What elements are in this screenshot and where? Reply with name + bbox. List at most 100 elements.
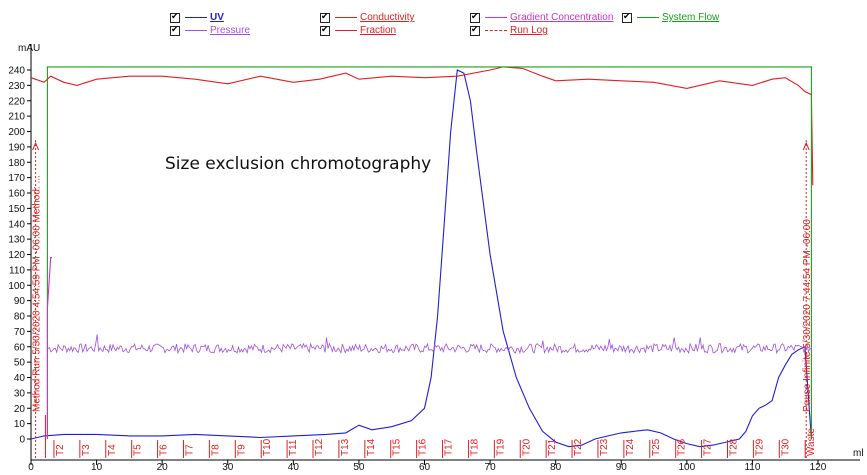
run-log-label: Pause Infinite 5/30/2020 7:44:54 PM -06:… [802,219,813,412]
legend-item-uv[interactable]: UV [170,11,224,24]
y-tick-label: 160 [8,189,25,200]
fraction-label: T17 [444,438,455,456]
legend: UV Conductivity Gradient Concentration Syst… [0,0,867,40]
y-tick-label: 10 [14,419,26,430]
y-tick-label: 200 [8,127,25,138]
fraction-label: T26 [677,438,688,456]
fraction-label: T28 [728,438,739,456]
fraction-label: T22 [573,438,584,456]
x-tick-label: 60 [419,462,431,473]
legend-swatch [637,17,659,18]
legend-label: Run Log [510,25,548,36]
y-tick-label: 90 [14,296,26,307]
x-tick-label: 50 [353,462,365,473]
fraction-label: T5 [133,444,144,456]
fraction-label: T3 [81,444,92,456]
fraction-label: T10 [262,438,273,456]
fraction-label: Waste [806,428,817,456]
fraction-label: T30 [780,438,791,456]
fraction-label: T15 [392,438,403,456]
legend-item-conductivity[interactable]: Conductivity [320,11,414,24]
fraction-label: T24 [625,438,636,456]
axes: 0102030405060708090100110120130140150160… [8,44,860,473]
legend-item-system-flow[interactable]: System Flow [622,11,719,24]
fraction-label: T18 [469,438,480,456]
legend-swatch [185,17,207,18]
fraction-label: T21 [547,438,558,456]
y-tick-label: 60 [14,342,26,353]
y-tick-label: 20 [14,404,26,415]
x-tick-label: 100 [678,462,695,473]
y-axis-label: mAU [18,43,40,54]
fraction-label: T27 [703,438,714,456]
x-tick-label: 20 [157,462,169,473]
y-tick-label: 0 [19,435,25,446]
y-tick-label: 80 [14,312,26,323]
fraction-label: T12 [314,438,325,456]
legend-swatch [485,17,507,18]
fraction-label: T23 [599,438,610,456]
legend-item-run-log[interactable]: Run Log [470,24,548,37]
fraction-label: T4 [107,444,118,456]
x-tick-label: 0 [28,462,34,473]
fraction-label: T8 [210,444,221,456]
series-system-flow [46,66,812,439]
legend-label: UV [210,12,224,23]
legend-item-pressure[interactable]: Pressure [170,24,250,37]
fraction-label: T2 [55,444,66,456]
fraction-label: T16 [418,438,429,456]
x-tick-label: 30 [222,462,234,473]
legend-label: Conductivity [360,12,415,23]
x-tick-label: 90 [616,462,628,473]
fraction-label: T7 [184,444,195,456]
legend-checkbox[interactable] [170,11,180,23]
y-tick-label: 210 [8,112,25,123]
legend-label: Gradient Concentration [510,12,614,23]
x-tick-label: 110 [744,462,760,473]
chart-title: Size exclusion chromotography [165,154,431,174]
legend-checkbox[interactable] [320,11,330,23]
legend-checkbox[interactable] [622,11,632,23]
legend-swatch [185,30,207,31]
x-tick-label: 10 [91,462,103,473]
legend-checkbox[interactable] [470,11,480,23]
legend-label: Pressure [210,25,251,36]
run-log-arrow [32,141,40,151]
y-tick-label: 120 [8,250,25,261]
fraction-label: T25 [651,438,662,456]
fraction-label: T20 [521,438,532,456]
legend-checkbox[interactable] [470,24,480,36]
y-tick-label: 40 [14,373,26,384]
y-tick-label: 50 [14,358,26,369]
y-tick-label: 190 [8,142,25,153]
y-tick-label: 220 [8,96,25,107]
y-tick-label: 180 [8,158,25,169]
y-tick-label: 140 [8,219,25,230]
legend-checkbox[interactable] [320,24,330,36]
y-tick-label: 240 [8,66,25,77]
y-tick-label: 170 [8,173,25,184]
x-tick-label: 70 [485,462,497,473]
y-tick-label: 30 [14,388,26,399]
y-tick-label: 130 [8,235,25,246]
fraction-label: T14 [366,438,377,456]
series-gradient-concentration [46,257,52,439]
legend-item-fraction[interactable]: Fraction [320,24,396,37]
fraction-label: T11 [288,439,299,456]
legend-swatch [335,17,357,18]
run-log-layer: Method Run 5/30/2020 4:54:59 PM -06:00 M… [32,140,813,460]
legend-label: Fraction [360,25,397,36]
x-tick-label: 120 [810,462,827,473]
legend-checkbox[interactable] [170,24,180,36]
fraction-label: T19 [495,438,506,456]
run-log-label: Method Run 5/30/2020 4:54:59 PM -06:00 M… [32,175,43,412]
series-conductivity [30,66,814,186]
run-log-arrow [802,141,810,151]
series-layer [30,66,814,448]
series-pressure [47,334,812,439]
legend-item-gradient-concentration[interactable]: Gradient Concentration [470,11,613,24]
x-tick-label: 80 [550,462,562,473]
series-uv [30,69,812,448]
fraction-label: T13 [340,438,351,456]
